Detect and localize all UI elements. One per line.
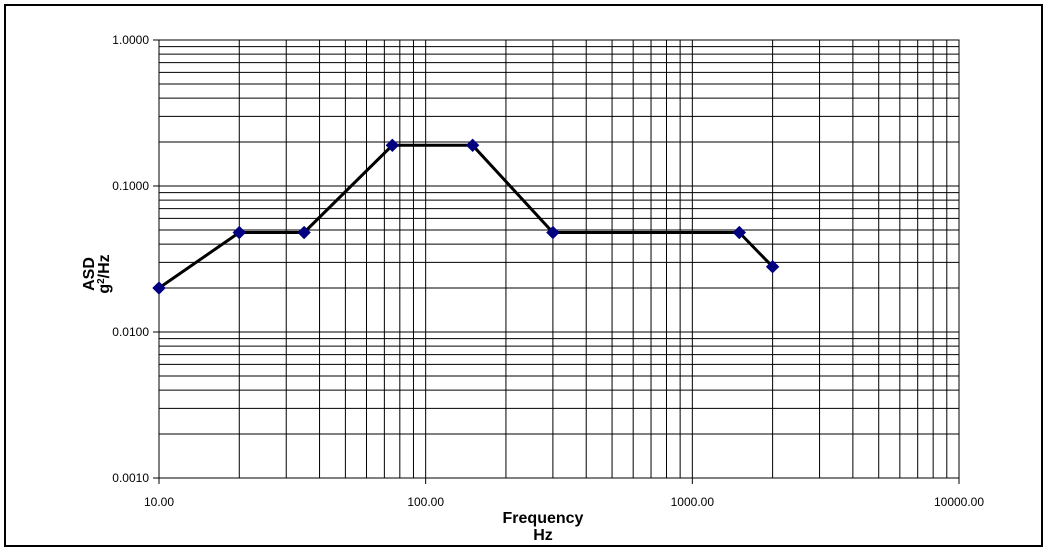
plot-area-rect [158,39,960,479]
data-point-marker [152,281,166,295]
data-point-marker [732,225,746,240]
y-tick-label: 1.0000 [112,33,149,47]
series-line [158,143,774,290]
y-axis-title: ASD [81,257,98,291]
y-axis-unit-base: g [96,284,113,294]
data-point-marker [385,138,400,153]
y-axis-unit: g2/Hz [96,254,113,293]
x-tick-label: 10.00 [144,495,174,509]
y-axis-unit-suffix: /Hz [96,254,113,278]
data-point-marker [765,260,780,274]
grid-lines [158,40,959,479]
x-tick-label: 1000.00 [671,495,715,509]
series-layer [152,138,780,295]
chart-frame: 0.0010 0.0100 0.1000 1.0000 10.00 100.00 1000… [4,4,1043,547]
data-point-marker [232,225,246,240]
y-tick-label: 0.0100 [112,325,149,339]
data-point-marker [465,138,480,153]
x-axis-unit: Hz [533,527,553,544]
x-tick-label: 10000.00 [934,495,984,509]
x-tick-label: 100.00 [407,495,444,509]
plot-area-border [158,39,960,479]
y-axis-unit-sup: 2 [96,278,107,284]
y-tick-label: 0.1000 [112,179,149,193]
data-point-marker [546,225,560,240]
asd-chart: 0.0010 0.0100 0.1000 1.0000 10.00 100.00 1000… [81,33,984,544]
y-tick-label: 0.0010 [112,471,149,485]
x-axis-title: Frequency [503,510,584,527]
data-point-marker [297,225,311,240]
x-tick-labels: 10.00 100.00 1000.00 10000.00 [144,478,984,509]
y-tick-labels: 0.0010 0.0100 0.1000 1.0000 [112,33,159,485]
